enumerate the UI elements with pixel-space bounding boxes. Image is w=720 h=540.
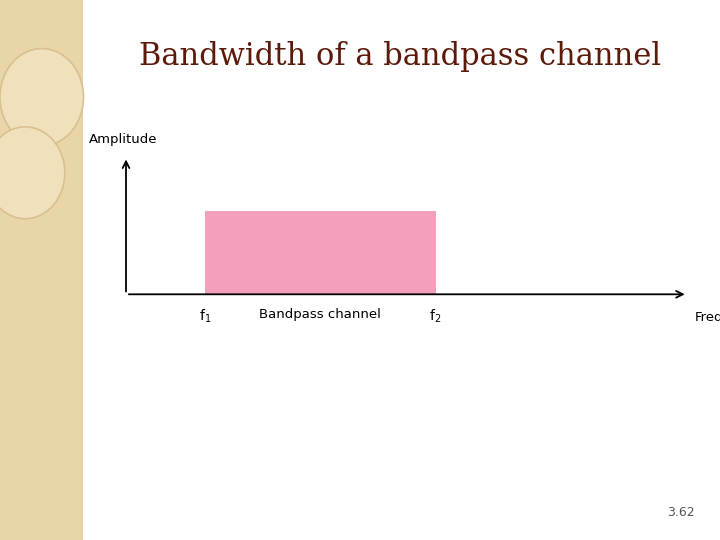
Text: f$_1$: f$_1$ — [199, 308, 212, 325]
Text: 3.62: 3.62 — [667, 507, 695, 519]
Text: Bandpass channel: Bandpass channel — [259, 308, 382, 321]
Bar — [205, 211, 436, 294]
Text: Amplitude: Amplitude — [89, 133, 157, 146]
Text: f$_2$: f$_2$ — [429, 308, 442, 325]
Text: Frequency: Frequency — [695, 310, 720, 323]
Text: Bandwidth of a bandpass channel: Bandwidth of a bandpass channel — [138, 41, 661, 72]
